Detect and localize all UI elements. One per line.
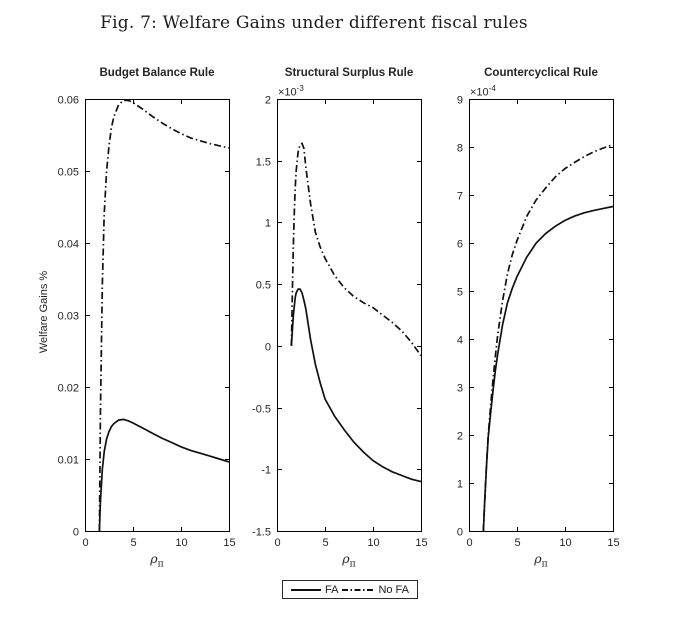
x-tick-label: 15 [415, 537, 427, 549]
y-tick-label: 1 [457, 479, 463, 491]
y-tick-label: -0.5 [252, 404, 271, 416]
x-axis-label-rho-pi: ρπ [127, 551, 187, 570]
y-tick-label: 9 [457, 95, 463, 107]
y-tick-label: 6 [457, 239, 463, 251]
y-tick-label: 1.5 [256, 157, 271, 169]
plot-box [277, 99, 422, 532]
subplot-1: 0 5 10 15 -1.5 -1 -0.5 0 0.5 1 1.5 2 [252, 95, 428, 550]
legend-box: FA No FA [282, 580, 418, 599]
series-line-fa [482, 205, 614, 532]
subplot-0: 0 5 10 15 0 0.01 0.02 0.03 0.04 0.05 0.06 [58, 95, 236, 550]
legend-nofa-line-sample [342, 588, 375, 591]
subplot-title-countercyclical: Countercyclical Rule [484, 67, 598, 79]
y-tick-label: -1.5 [252, 527, 271, 539]
plot-box [469, 99, 614, 532]
x-tick-label: 0 [82, 537, 88, 549]
rho-symbol: ρ [534, 551, 542, 566]
x-tick-label: 15 [607, 537, 619, 549]
y-tick-label: 2 [457, 431, 463, 443]
x-tick-label: 10 [175, 537, 187, 549]
series-line-no-fa [290, 142, 422, 357]
pi-subscript: π [349, 558, 356, 570]
y-tick-label: 0.05 [58, 167, 79, 179]
y-tick-label: 0.02 [58, 383, 79, 395]
y-tick-label: 7 [457, 191, 463, 203]
series-line-fa [98, 418, 230, 532]
exponent-base: ×10 [278, 86, 297, 99]
y-tick-label: 0.06 [58, 95, 79, 107]
subplot-2: 0 5 10 15 0 1 2 3 4 5 6 7 8 9 [457, 95, 620, 550]
y-tick-label: 0 [265, 342, 271, 354]
x-tick-label: 15 [223, 537, 235, 549]
x-tick-label: 5 [130, 537, 136, 549]
y-tick-label: 0 [73, 527, 79, 539]
legend-fa-line-sample [290, 588, 321, 591]
y-tick-label: 5 [457, 287, 463, 299]
rho-symbol: ρ [150, 551, 158, 566]
y-tick-label: 0.01 [58, 455, 79, 467]
series-line-fa [290, 288, 422, 483]
series-line-no-fa [482, 143, 614, 532]
y-tick-label: 8 [457, 143, 463, 155]
plot-box [85, 99, 230, 532]
y-tick-label: -1 [261, 465, 271, 477]
pi-subscript: π [157, 558, 164, 570]
y-tick-label: 1 [265, 218, 271, 230]
x-tick-label: 0 [466, 537, 472, 549]
legend-fa-label: FA [324, 583, 339, 596]
x-tick-label: 10 [559, 537, 571, 549]
y-tick-label: 0.5 [256, 280, 271, 292]
x-axis-label-rho-pi: ρπ [319, 551, 379, 570]
series-line-no-fa [98, 99, 230, 532]
exponent-label-structural: ×10-3 [278, 84, 304, 99]
legend-nofa-label: No FA [378, 583, 410, 596]
y-tick-label: 0.04 [58, 239, 79, 251]
subplot-title-structural-surplus: Structural Surplus Rule [284, 67, 414, 79]
x-tick-label: 5 [322, 537, 328, 549]
x-tick-label: 0 [274, 537, 280, 549]
x-tick-label: 5 [514, 537, 520, 549]
figure-title: Fig. 7: Welfare Gains under different fi… [100, 13, 528, 33]
exponent-base: ×10 [470, 86, 489, 99]
y-tick-label: 4 [457, 335, 463, 347]
subplot-title-budget-balance: Budget Balance Rule [99, 67, 215, 79]
y-tick-label: 0 [457, 527, 463, 539]
pi-subscript: π [541, 558, 548, 570]
exponent-label-countercyclical: ×10-4 [470, 84, 496, 99]
y-tick-label: 0.03 [58, 311, 79, 323]
exponent-power: -4 [488, 84, 496, 93]
x-axis-label-rho-pi: ρπ [511, 551, 571, 570]
y-tick-label: 3 [457, 383, 463, 395]
x-tick-label: 10 [367, 537, 379, 549]
exponent-power: -3 [296, 84, 304, 93]
y-tick-label: 2 [265, 95, 271, 107]
rho-symbol: ρ [342, 551, 350, 566]
